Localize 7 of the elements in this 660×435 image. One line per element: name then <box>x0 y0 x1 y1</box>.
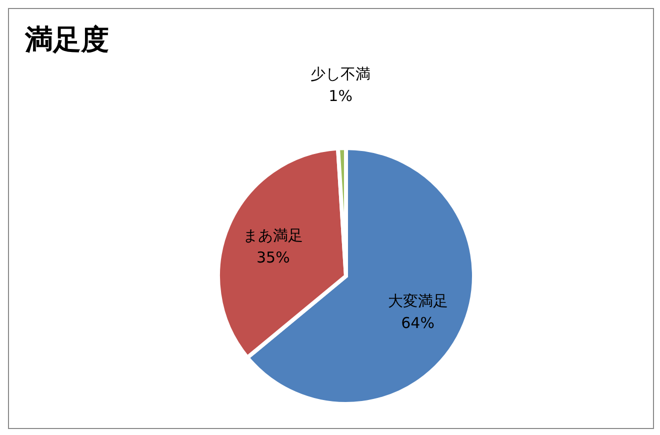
data-label: 35% <box>256 248 290 266</box>
slice-label: まあ満足 <box>243 226 304 244</box>
slice-label: 大変満足 <box>388 292 448 310</box>
chart-title: 満足度 <box>25 22 109 58</box>
data-label: 64% <box>401 314 434 332</box>
data-label: 1% <box>328 87 352 106</box>
slice-label: 少し不満 <box>310 65 371 84</box>
